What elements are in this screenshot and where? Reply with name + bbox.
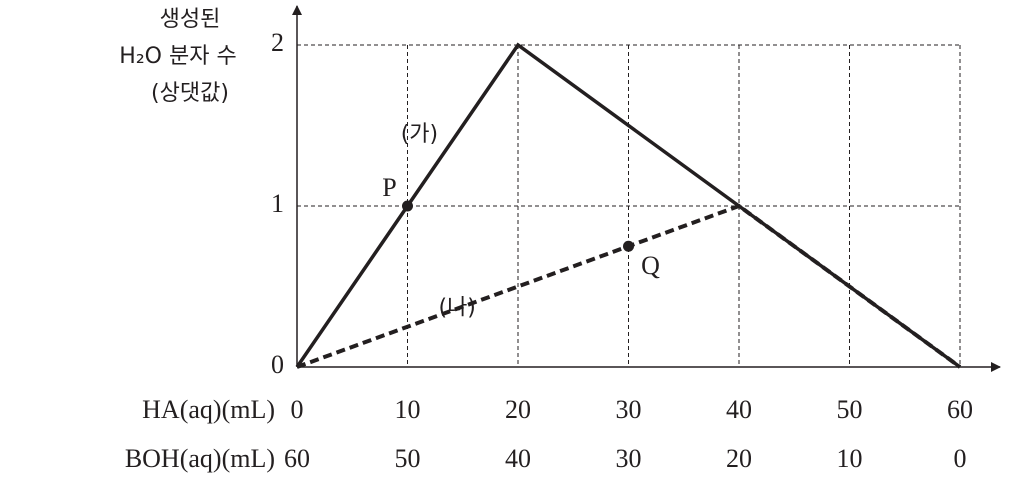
x2-tick-label: 60 — [284, 444, 310, 473]
x2-tick-label: 40 — [505, 444, 531, 473]
grid — [296, 44, 961, 368]
x-tick-label: 30 — [616, 395, 642, 424]
x-tick-label: 20 — [505, 395, 531, 424]
point — [623, 240, 634, 252]
x-tick-label: 40 — [726, 395, 752, 424]
x-tick-label: 0 — [291, 395, 304, 424]
x-tick-label: 60 — [947, 395, 973, 424]
x2-tick-label: 50 — [395, 444, 421, 473]
x-tick-label: 50 — [837, 395, 863, 424]
point-label: Q — [641, 251, 660, 280]
x2-tick-label: 30 — [616, 444, 642, 473]
y-tick-label: 2 — [271, 28, 284, 57]
x2-tick-label: 0 — [954, 444, 967, 473]
point — [402, 200, 413, 212]
x2-tick-label: 20 — [726, 444, 752, 473]
series-line — [296, 203, 962, 369]
y-axis-label: H₂O 분자 수 — [119, 44, 236, 69]
y-axis-label: 생성된 — [160, 7, 221, 32]
y-tick-label: 0 — [271, 350, 284, 379]
y-axis-label: (상댓값) — [151, 81, 229, 106]
x2-tick-label: 10 — [837, 444, 863, 473]
x-tick-label: 10 — [395, 395, 421, 424]
x2-axis-label: BOH(aq)(mL) — [125, 444, 275, 473]
point-label: P — [382, 173, 396, 202]
y-tick-label: 1 — [271, 189, 284, 218]
x-axis-label: HA(aq)(mL) — [142, 395, 275, 424]
series-label: (나) — [438, 296, 475, 321]
series-label: (가) — [401, 122, 438, 147]
